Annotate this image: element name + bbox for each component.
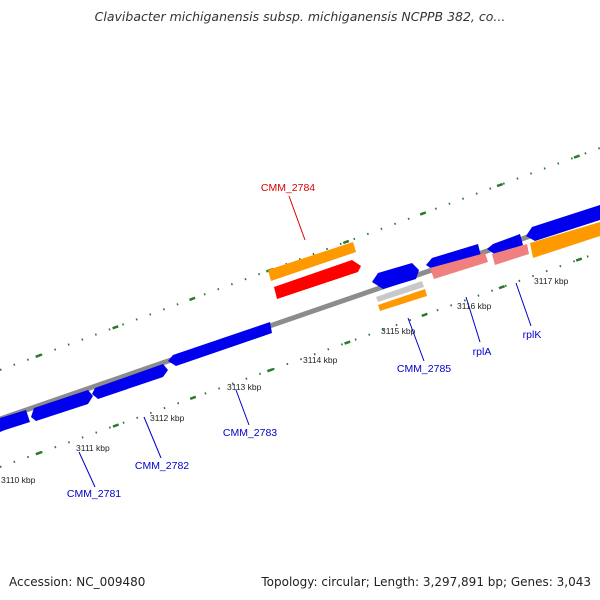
topology-summary: Topology: circular; Length: 3,297,891 bp…	[261, 575, 591, 589]
label-rpla[interactable]: rplA	[473, 346, 492, 358]
gene-cmm-2784-red[interactable]	[274, 260, 361, 299]
tick-label-3115: 3115 kbp	[381, 326, 416, 336]
gene-next-upper[interactable]	[526, 205, 600, 241]
callout-lines	[78, 195, 532, 488]
callout-cmm-2781	[78, 451, 96, 488]
tick-label-3116: 3116 kbp	[457, 301, 492, 311]
label-cmm-2781[interactable]: CMM_2781	[67, 488, 121, 500]
gene-labels: CMM_2784 CMM_2781 CMM_2782 CMM_2783 CMM_…	[67, 182, 541, 500]
tick-label-3113: 3113 kbp	[227, 382, 262, 392]
callout-cmm-2785	[407, 317, 425, 362]
callout-rplk	[515, 282, 532, 327]
label-cmm-2782[interactable]: CMM_2782	[135, 460, 189, 472]
inner-major-ticks	[0, 250, 600, 469]
tick-label-3110: 3110 kbp	[1, 475, 36, 485]
callout-rpla	[465, 296, 481, 343]
gene-cmm-2782-block[interactable]	[92, 364, 168, 399]
kbp-tick-labels: 3110 kbp 3111 kbp 3112 kbp 3113 kbp 3114…	[1, 276, 569, 485]
gene-cmm-2785-upper[interactable]	[372, 263, 419, 289]
callout-cmm-2782	[143, 416, 162, 459]
callout-cmm-2784	[288, 195, 306, 241]
map-title: Clavibacter michiganensis subsp. michiga…	[94, 9, 506, 24]
outer-tick-ring	[0, 146, 600, 372]
gene-cmm-2781-block-b[interactable]	[31, 390, 93, 421]
gene-cmm-2785-gray[interactable]	[376, 281, 424, 302]
gene-cmm-2783-block-a[interactable]	[168, 322, 272, 366]
inner-tick-ring	[0, 250, 600, 469]
outer-minor-ticks	[0, 147, 600, 371]
accession-text: Accession: NC_009480	[9, 575, 146, 589]
gene-cmm-2784-orange[interactable]	[268, 242, 356, 281]
outer-major-ticks	[0, 146, 600, 372]
label-cmm-2785[interactable]: CMM_2785	[397, 363, 451, 375]
label-rplk[interactable]: rplK	[523, 329, 542, 341]
gene-cmm-2785-orange[interactable]	[378, 289, 427, 311]
tick-label-3114: 3114 kbp	[303, 355, 338, 365]
label-cmm-2783[interactable]: CMM_2783	[223, 427, 277, 439]
gene-rplk-upper[interactable]	[487, 234, 523, 255]
cds-features	[0, 205, 600, 432]
callout-cmm-2783	[235, 389, 250, 426]
tick-label-3117: 3117 kbp	[534, 276, 569, 286]
tick-label-3112: 3112 kbp	[150, 413, 185, 423]
gene-rpla-pink[interactable]	[430, 253, 488, 279]
label-cmm-2784[interactable]: CMM_2784	[261, 182, 315, 194]
orange-red-features	[268, 222, 600, 311]
tick-label-3111: 3111 kbp	[76, 443, 110, 453]
gene-next-orange[interactable]	[530, 222, 600, 258]
gene-rplk-pink[interactable]	[492, 244, 529, 265]
gene-rpla-upper[interactable]	[426, 244, 481, 271]
gene-cmm-2781-block-a[interactable]	[0, 410, 30, 432]
